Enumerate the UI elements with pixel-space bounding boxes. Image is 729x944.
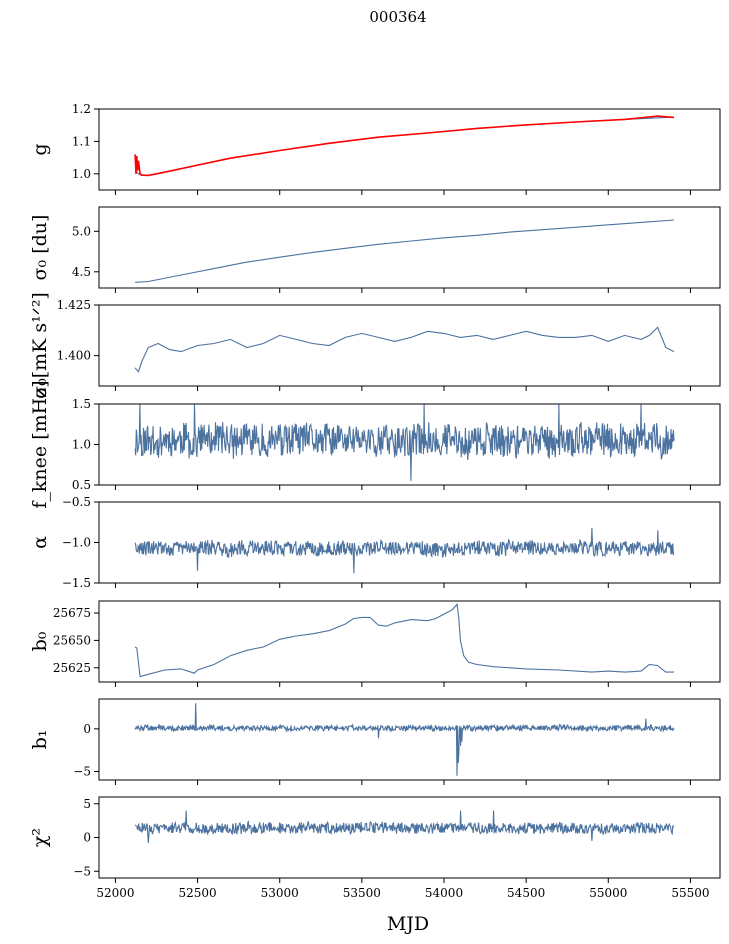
panel-sigma0_cal: 1.400 1.425 σ₀[mK s¹ᐟ²] xyxy=(29,292,721,399)
y-tick-label: 0.5 xyxy=(72,478,91,492)
y-axis-label-alpha: α xyxy=(29,536,51,549)
x-axis-label: MJD xyxy=(387,913,429,935)
y-tick-label: 0 xyxy=(83,722,91,736)
axes-frame xyxy=(98,304,721,387)
y-tick-label: −5 xyxy=(73,864,91,878)
y-tick-label: 25625 xyxy=(53,661,91,675)
axes-frame xyxy=(98,108,721,191)
x-tick-label: 54000 xyxy=(425,886,463,900)
panels: 1.0 1.1 1.2 g 4.5 5.0 σ₀ [du] 1.400 1.425 σ₀[mK s… xyxy=(29,102,721,900)
series-line-g xyxy=(134,116,675,176)
series-line-sigma0_cal xyxy=(134,326,675,373)
axes-frame xyxy=(98,501,721,584)
panel-b1: −5 0 b₁ xyxy=(29,698,721,785)
y-tick-label: 1.0 xyxy=(72,438,91,452)
y-tick-label: 25675 xyxy=(53,606,91,620)
x-tick-label: 54500 xyxy=(507,886,545,900)
figure-title: 000364 xyxy=(369,8,426,26)
y-axis-label-g: g xyxy=(29,143,51,155)
axes-frame xyxy=(98,206,721,289)
x-tick-label: 55500 xyxy=(671,886,709,900)
series-line-fknee xyxy=(134,404,675,481)
y-axis-label-b1: b₁ xyxy=(29,730,51,750)
y-tick-label: 25650 xyxy=(53,633,91,647)
panel-chi2: −5 0 5 52000 52500 53000 53500 54000 54500 55000 5… xyxy=(29,796,721,900)
y-axis-label-sigma0_cal: σ₀[mK s¹ᐟ²] xyxy=(29,292,51,399)
series-line-alpha xyxy=(134,527,675,574)
y-tick-label: 1.2 xyxy=(72,102,91,116)
y-tick-label: −5 xyxy=(73,764,91,778)
x-tick-label: 52000 xyxy=(96,886,134,900)
y-tick-label: 1.0 xyxy=(72,167,91,181)
y-tick-label: −1.5 xyxy=(62,576,91,590)
y-tick-label: 5.0 xyxy=(72,224,91,238)
panel-sigma0: 4.5 5.0 σ₀ [du] xyxy=(29,206,721,293)
series-line-sigma0 xyxy=(135,219,675,283)
y-tick-label: 4.5 xyxy=(72,265,91,279)
x-tick-label: 53000 xyxy=(261,886,299,900)
y-tick-label: 1.425 xyxy=(57,298,91,312)
y-axis-label-b0: b₀ xyxy=(29,631,51,651)
series-line-b1 xyxy=(134,703,675,776)
axes-frame xyxy=(98,698,721,781)
y-tick-label: −1.0 xyxy=(62,536,91,550)
y-tick-label: 5 xyxy=(83,797,91,811)
panel-g: 1.0 1.1 1.2 g xyxy=(29,102,721,195)
y-axis-label-chi2: χ² xyxy=(29,828,51,847)
y-tick-label: 1.400 xyxy=(57,349,91,363)
y-tick-label: 0 xyxy=(83,831,91,845)
x-tick-label: 52500 xyxy=(178,886,216,900)
panel-alpha: −1.5 −1.0 −0.5 α xyxy=(29,495,721,590)
y-tick-label: 1.5 xyxy=(72,397,91,411)
axes-frame xyxy=(98,796,721,879)
y-tick-label: −0.5 xyxy=(62,495,91,509)
y-axis-label-fknee: f_knee [mHz] xyxy=(29,380,51,508)
x-tick-label: 53500 xyxy=(343,886,381,900)
axes-frame xyxy=(98,600,721,683)
series-line-b0 xyxy=(134,603,674,678)
series-line-g-fit xyxy=(134,115,675,177)
x-tick-label: 55000 xyxy=(589,886,627,900)
panel-fknee: 0.5 1.0 1.5 f_knee [mHz] xyxy=(29,380,721,509)
series-line-chi2 xyxy=(134,810,675,843)
y-axis-label-sigma0: σ₀ [du] xyxy=(29,215,51,281)
y-tick-label: 1.1 xyxy=(72,134,91,148)
